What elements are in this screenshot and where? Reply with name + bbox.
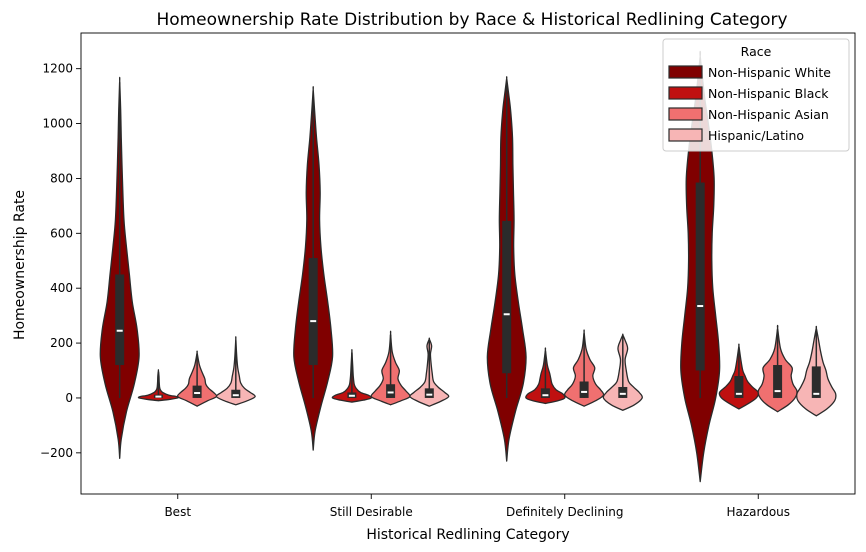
violin-iqr-box [192,385,202,398]
y-tick-label: 600 [50,226,73,240]
y-tick-label: −200 [40,446,73,460]
violin-iqr-box [308,258,318,366]
violin-iqr-box [734,376,744,398]
violin-iqr-box [695,182,705,371]
legend-swatch [668,65,703,79]
y-tick-label: 200 [50,336,73,350]
violin-iqr-box [773,365,783,398]
violin-iqr-box [231,389,241,398]
y-tick-label: 400 [50,281,73,295]
x-tick-label: Hazardous [726,505,790,519]
violin-iqr-box [502,220,512,374]
legend-swatch [668,107,703,121]
x-axis-label: Historical Redlining Category [366,527,569,543]
y-tick-label: 0 [65,391,73,405]
legend-entry-label: Hispanic/Latino [708,128,804,143]
violin-iqr-box [115,274,125,366]
violin-iqr-box [386,384,396,398]
y-axis-label: Homeownership Rate [12,190,28,340]
violin-iqr-box [540,388,550,398]
y-tick-label: 800 [50,171,73,185]
legend-swatch [668,128,703,142]
legend: Race Non-Hispanic White Non-Hispanic Blac… [662,38,850,152]
y-tick-label: 1000 [42,117,73,131]
x-tick-label: Still Desirable [330,505,413,519]
legend-entry-label: Non-Hispanic White [708,65,831,80]
legend-title: Race [741,44,772,59]
legend-swatch [668,86,703,100]
plot-frame [80,32,856,495]
legend-entry-label: Non-Hispanic Black [708,86,829,101]
x-tick-label: Definitely Declining [506,505,624,519]
violin-iqr-box [424,388,434,398]
legend-box [662,38,850,152]
violin-plot-area [99,50,837,483]
y-axis: −200 0 200 400 600 800 1000 1200 [40,62,81,460]
violin-iqr-box [618,386,628,398]
legend-entry-label: Non-Hispanic Asian [708,107,829,122]
y-tick-label: 1200 [42,62,73,76]
violin-iqr-box [579,381,589,398]
x-axis: Best Still Desirable Definitely Declining H… [164,494,790,519]
chart-title: Homeownership Rate Distribution by Race … [156,10,787,30]
violin-iqr-box [811,366,821,398]
x-tick-label: Best [164,505,191,519]
